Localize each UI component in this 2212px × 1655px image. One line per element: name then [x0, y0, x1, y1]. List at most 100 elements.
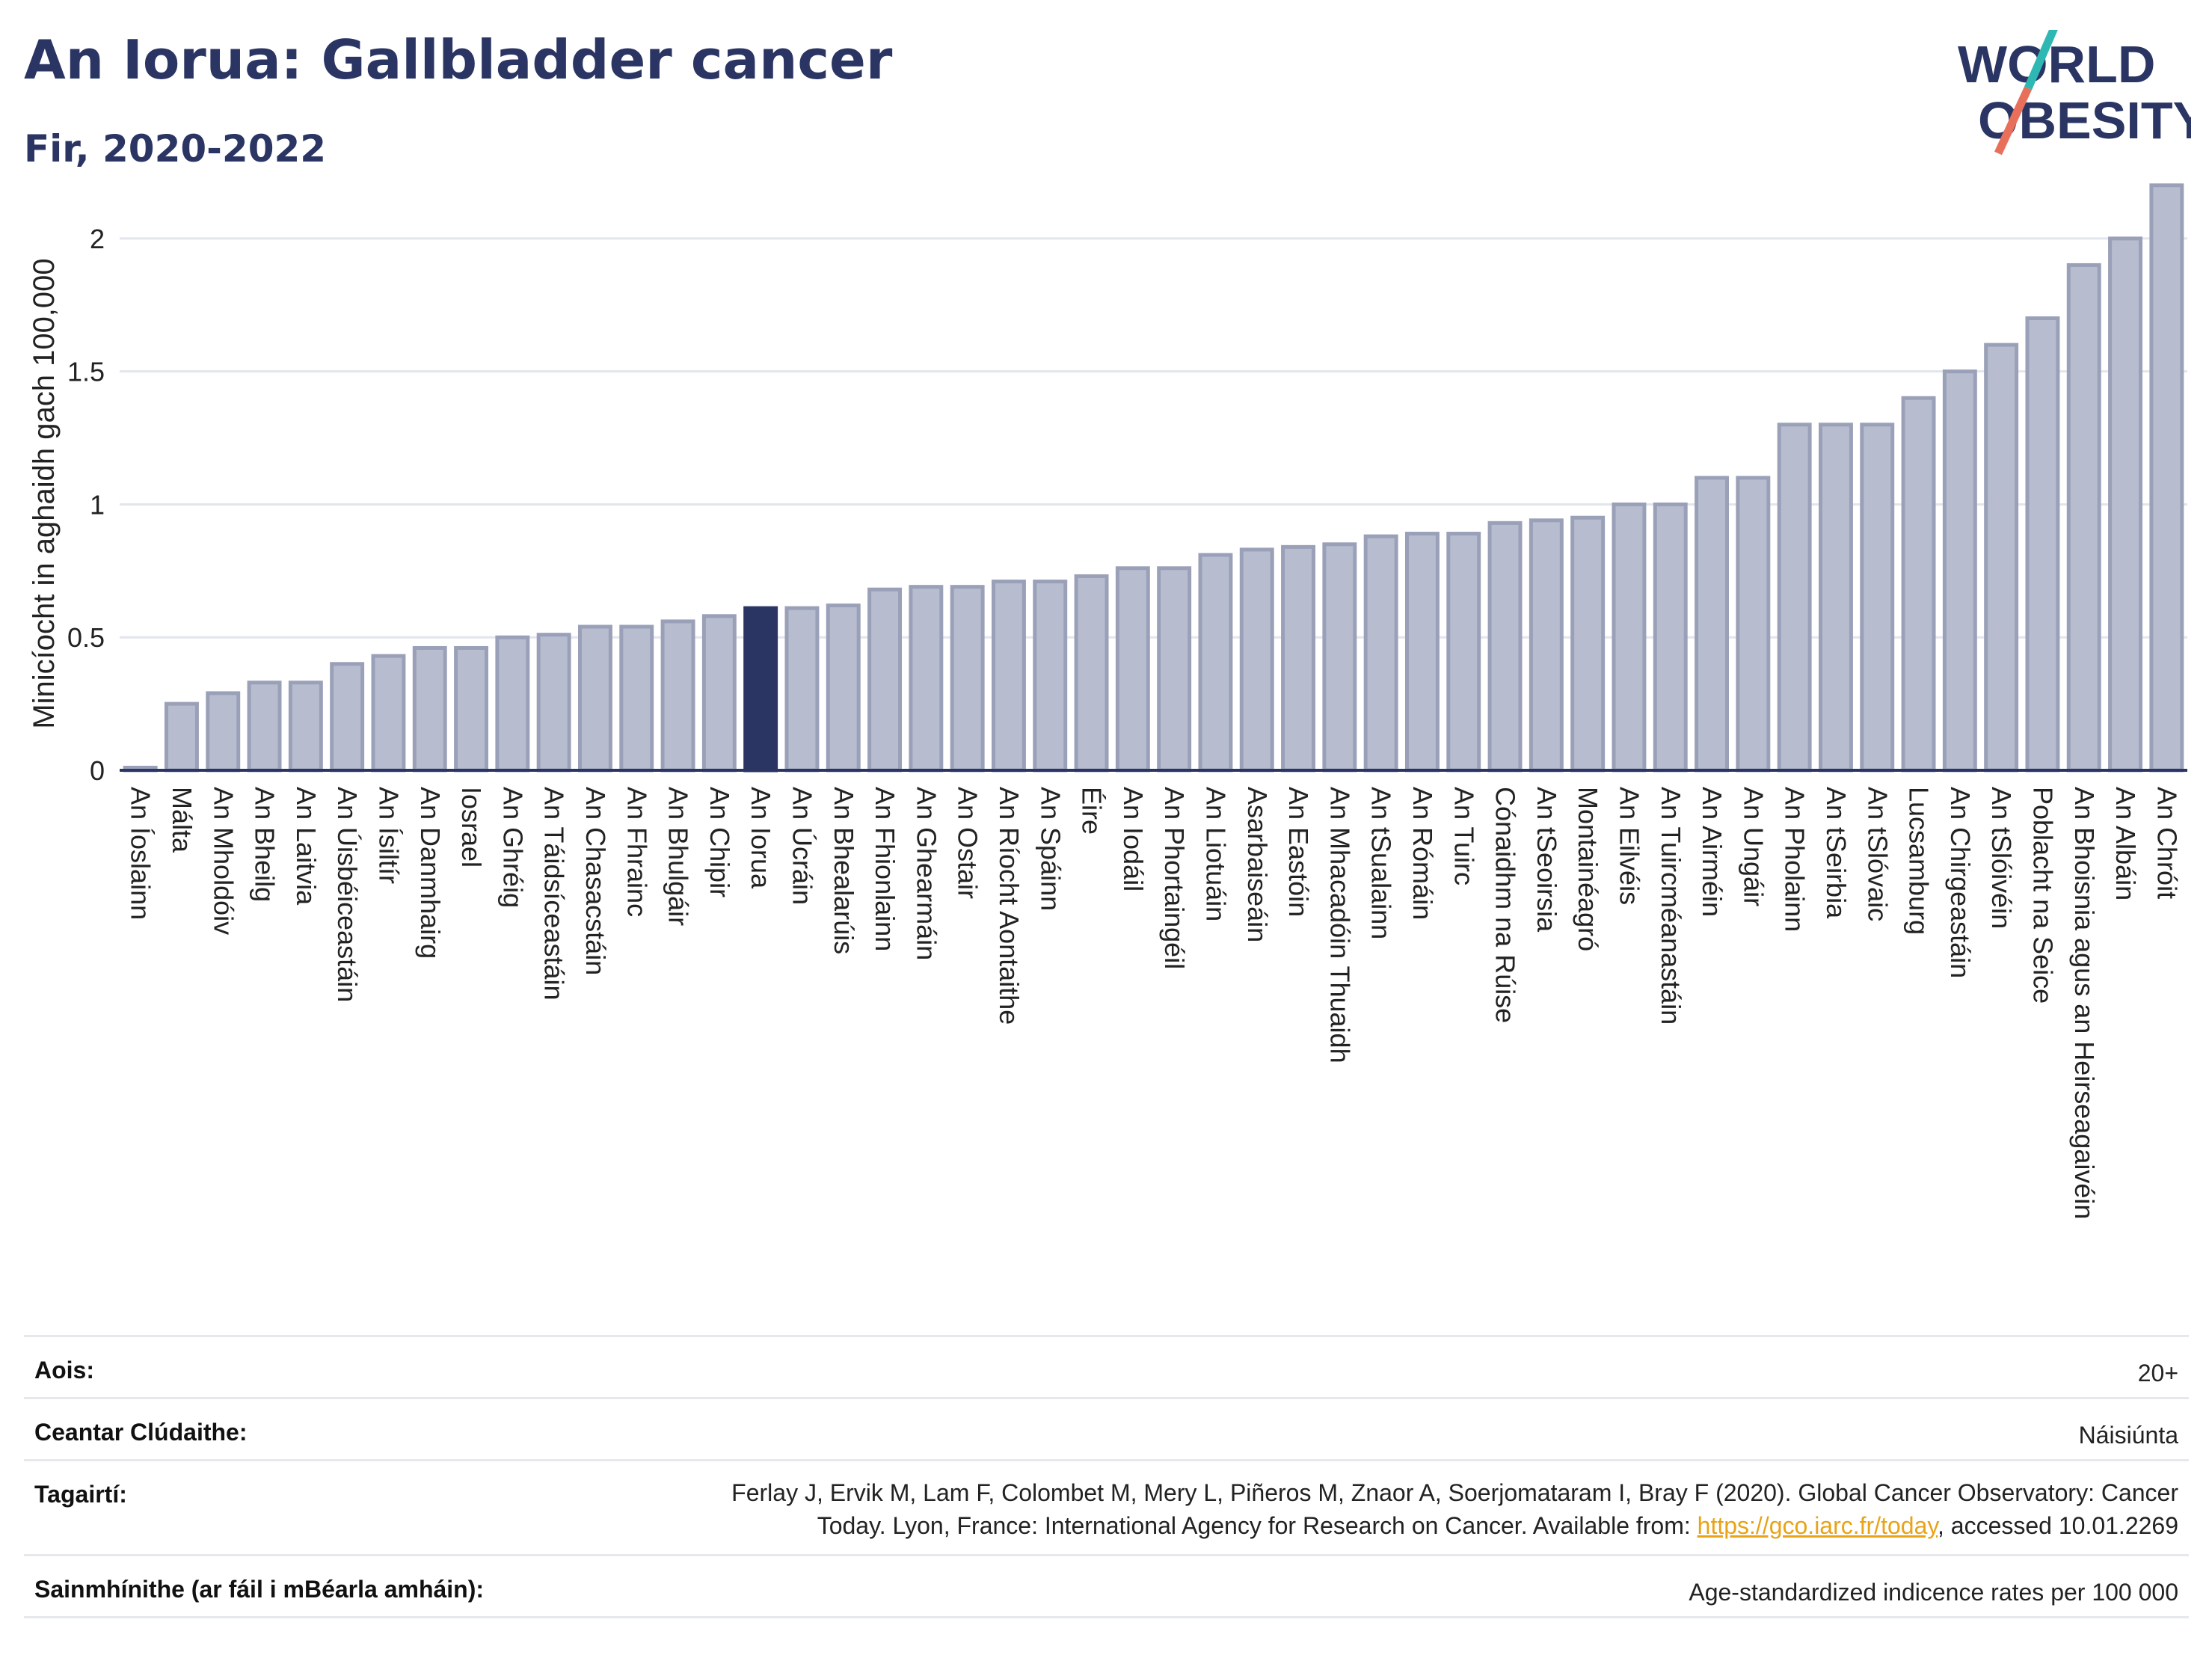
bar — [247, 681, 282, 773]
references-line2: Today. Lyon, France: International Agenc… — [645, 1509, 2178, 1542]
x-tick-label: An Bhoisnia agus an Heirseagaivéin — [2069, 787, 2100, 1219]
x-tick-label: An Ríocht Aontaithe — [994, 787, 1024, 1025]
y-tick-label: 1 — [90, 489, 105, 520]
bar — [909, 585, 944, 773]
x-tick-label: An tSualainn — [1366, 787, 1397, 939]
bar — [1281, 544, 1316, 773]
age-row: Aois: 20+ — [24, 1335, 2189, 1397]
y-axis-label: Minicíocht in aghaidh gach 100,000 — [28, 258, 61, 728]
x-tick-label: An tSeirbia — [1821, 787, 1852, 919]
bar — [1363, 534, 1398, 773]
bar — [2066, 262, 2101, 773]
x-tick-label: An Mhacadóin Thuaidh — [1324, 787, 1355, 1063]
definitions-row: Sainmhínithe (ar fáil i mBéarla amháin):… — [24, 1554, 2189, 1618]
x-tick-label: An Laitvia — [291, 787, 322, 906]
x-tick-label: Cónaidhm na Rúise — [1490, 787, 1521, 1023]
x-tick-label: An Tuirc — [1448, 787, 1479, 885]
x-tick-label: An Airméin — [1697, 787, 1727, 917]
bar — [1653, 502, 1688, 773]
x-tick-label: An Eilvéis — [1614, 787, 1644, 905]
bar — [577, 624, 612, 773]
x-tick-label: An tSlóvaic — [1862, 787, 1893, 921]
bar — [619, 624, 654, 773]
bar — [495, 635, 530, 773]
logo-line1: WORLD — [1958, 35, 2155, 93]
x-tick-label: An Bheilg — [250, 787, 280, 902]
bar — [1115, 566, 1150, 773]
logo-accent-coral — [1994, 86, 2032, 156]
coverage-label: Ceantar Clúdaithe: — [34, 1419, 248, 1446]
bar — [2108, 236, 2143, 773]
bars — [123, 183, 2184, 773]
x-tick-label: An Pholainn — [1780, 787, 1810, 932]
x-tick-label: Lucsamburg — [1904, 787, 1935, 935]
definitions-label: Sainmhínithe (ar fáil i mBéarla amháin): — [34, 1576, 485, 1603]
references-link[interactable]: https://gco.iarc.fr/today — [1697, 1512, 1938, 1539]
coverage-row: Ceantar Clúdaithe: Náisiúnta — [24, 1397, 2189, 1459]
x-tick-label: An Liotuáin — [1200, 787, 1231, 921]
bar — [1860, 423, 1895, 773]
references-line2-post: , accessed 10.01.2269 — [1937, 1512, 2178, 1539]
bar — [1901, 396, 1936, 773]
x-tick-label: An Danmhairg — [415, 787, 446, 959]
bar — [1033, 580, 1068, 773]
x-tick-label: An Rómáin — [1407, 787, 1438, 920]
bar — [2025, 316, 2060, 773]
bar-highlight — [743, 606, 778, 773]
bar — [1984, 343, 2019, 773]
age-value: 20+ — [2137, 1360, 2178, 1387]
x-tick-label: An Spáinn — [1035, 787, 1066, 911]
bar — [1074, 574, 1109, 773]
bar — [1612, 502, 1647, 773]
x-tick-label: An Ungáir — [1738, 787, 1769, 906]
x-tick-label: Montainéagró — [1573, 787, 1603, 951]
x-tick-label: An Fhionlainn — [870, 787, 900, 951]
bar — [826, 604, 861, 773]
y-tick-label: 0 — [90, 755, 105, 786]
references-line1: Ferlay J, Ervik M, Lam F, Colombet M, Me… — [731, 1479, 2178, 1506]
x-tick-label: An Úisbéiceastáin — [332, 787, 363, 1002]
references-row: Tagairtí: Ferlay J, Ervik M, Lam F, Colo… — [24, 1459, 2189, 1554]
bar — [991, 580, 1026, 773]
x-tick-label: An Chipir — [704, 787, 735, 897]
y-tick-label: 2 — [90, 224, 105, 254]
y-tick-label: 1.5 — [67, 357, 105, 387]
bar-chart: 00.511.52 An Íoslainn Málta An Mholdóiv An … — [28, 183, 2187, 1219]
bar — [536, 633, 571, 773]
x-tick-label: An Tuircméanastáin — [1656, 787, 1686, 1025]
bar — [1695, 476, 1730, 773]
bar — [1446, 532, 1481, 773]
y-axis-ticks: 0 0.5 1 1.5 2 — [67, 224, 105, 786]
bar — [371, 654, 406, 773]
bar — [1736, 476, 1771, 773]
x-tick-label: An Mholdóiv — [208, 787, 239, 935]
x-tick-label: An Chróit — [2151, 787, 2182, 899]
x-tick-label: An Ghearmáin — [911, 787, 941, 960]
age-label: Aois: — [34, 1357, 94, 1384]
x-tick-label: An Bhealarúis — [829, 787, 859, 954]
x-tick-label: Iosrael — [456, 787, 487, 868]
bar — [1570, 515, 1606, 773]
x-tick-label: An tSlóivéin — [1986, 787, 2017, 929]
bar — [1942, 369, 1977, 773]
logo-accent-teal — [2024, 30, 2058, 90]
x-tick-label: An Ísiltír — [373, 787, 404, 884]
bar — [330, 662, 365, 773]
x-tick-label: Poblacht na Seice — [2027, 787, 2058, 1004]
x-tick-label: An tSeoirsia — [1531, 787, 1562, 933]
x-tick-label: An Fhrainc — [621, 787, 652, 917]
bar — [1818, 423, 1853, 773]
bar — [1529, 518, 1564, 773]
references-line2-pre: Today. Lyon, France: International Agenc… — [817, 1512, 1698, 1539]
bar — [660, 619, 695, 773]
info-table: Aois: 20+ Ceantar Clúdaithe: Náisiúnta T… — [24, 1335, 2189, 1618]
x-tick-label: An Íoslainn — [126, 787, 156, 920]
bar — [206, 691, 241, 773]
bar — [1157, 566, 1192, 773]
x-axis-ticks: An Íoslainn Málta An Mholdóiv An Bheilg An L… — [126, 787, 2183, 1219]
x-tick-label: Asarbaiseáin — [1242, 787, 1273, 942]
x-tick-label: An Iodáil — [1118, 787, 1149, 891]
x-tick-label: An Eastóin — [1283, 787, 1314, 917]
references-value: Ferlay J, Ervik M, Lam F, Colombet M, Me… — [645, 1476, 2178, 1542]
x-tick-label: An Chasacstáin — [580, 787, 611, 975]
